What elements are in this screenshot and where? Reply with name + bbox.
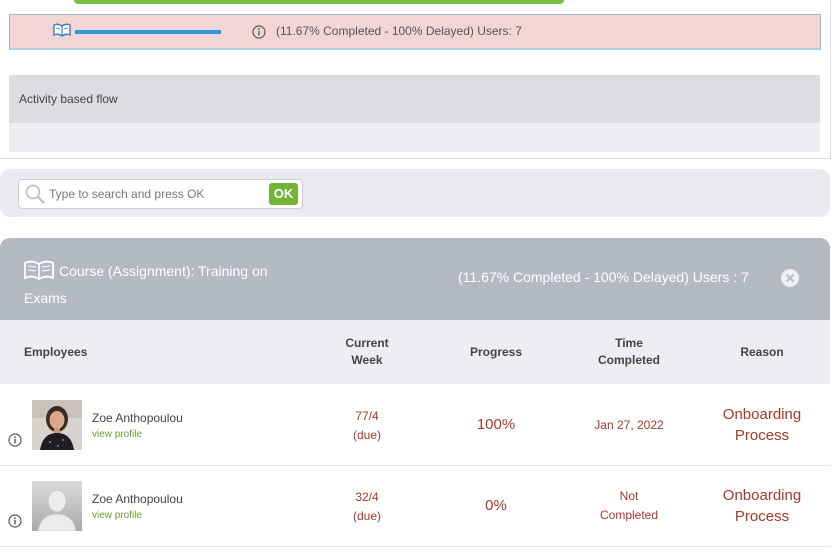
current-week-note: (due) xyxy=(352,509,381,523)
table-row: Zoe Anthopoulou view profile 32/4 (due) … xyxy=(0,466,830,547)
employee-name: Zoe Anthopoulou xyxy=(92,492,183,506)
info-icon[interactable] xyxy=(8,514,22,533)
table-row: Zoe Anthopoulou view profile 77/4 (due) … xyxy=(0,385,830,466)
view-profile-link[interactable]: view profile xyxy=(92,429,143,440)
header-current-week: Current Week xyxy=(327,335,407,369)
reason-line2: Process xyxy=(734,427,790,444)
header-time-completed-line2: Completed xyxy=(597,353,660,367)
info-icon[interactable] xyxy=(252,25,266,44)
current-week-value: 32/4 xyxy=(355,490,379,504)
flow-type-label: Activity based flow xyxy=(19,92,118,106)
current-week-value: 77/4 xyxy=(355,409,379,423)
info-icon[interactable] xyxy=(8,433,22,452)
course-title: Course (Assignment): Training on Exams xyxy=(24,263,268,306)
header-current-week-line2: Week xyxy=(351,353,383,367)
header-employees-label: Employees xyxy=(24,345,88,359)
header-current-week-line1: Current xyxy=(345,336,389,350)
header-progress: Progress xyxy=(456,344,536,361)
header-time-completed: Time Completed xyxy=(579,335,679,369)
course-status: (11.67% Completed - 100% Delayed) Users … xyxy=(458,269,749,285)
book-icon xyxy=(53,23,71,42)
search-icon xyxy=(24,183,46,210)
time-completed-cell: Jan 27, 2022 xyxy=(579,416,679,435)
progress-cell: 100% xyxy=(476,416,516,433)
close-icon[interactable] xyxy=(781,269,799,287)
header-reason: Reason xyxy=(712,344,812,361)
reason-line1: Onboarding xyxy=(722,487,802,504)
header-reason-label: Reason xyxy=(740,345,784,359)
book-icon xyxy=(24,259,54,286)
view-profile-link[interactable]: view profile xyxy=(92,510,143,521)
current-week-cell: 32/4 (due) xyxy=(327,488,407,526)
table-header: Employees Current Week Progress Time Com… xyxy=(0,320,830,384)
header-employees: Employees xyxy=(24,344,87,361)
progress-bar-fill xyxy=(75,30,221,34)
current-week-cell: 77/4 (due) xyxy=(327,407,407,445)
reason-line1: Onboarding xyxy=(722,406,802,423)
search-bar: OK xyxy=(0,169,830,217)
header-progress-label: Progress xyxy=(469,345,523,359)
avatar[interactable] xyxy=(32,400,82,450)
time-completed-line1: Jan 27, 2022 xyxy=(594,418,664,432)
course-summary-card: (11.67% Completed - 100% Delayed) Users:… xyxy=(0,0,831,159)
time-completed-line2: Completed xyxy=(599,508,659,522)
completion-strip xyxy=(74,0,564,4)
header-time-completed-line1: Time xyxy=(615,336,643,350)
search-input[interactable] xyxy=(49,185,259,203)
time-completed-cell: Not Completed xyxy=(579,487,679,525)
flow-type-box: Activity based flow xyxy=(9,75,820,123)
course-header: Course (Assignment): Training on Exams (… xyxy=(0,238,830,320)
reason-cell: Onboarding Process xyxy=(712,485,812,527)
search-ok-button[interactable]: OK xyxy=(269,183,298,205)
flow-type-footer xyxy=(9,123,820,152)
employee-name: Zoe Anthopoulou xyxy=(92,411,183,425)
avatar-placeholder-icon[interactable] xyxy=(32,481,82,531)
reason-cell: Onboarding Process xyxy=(712,404,812,446)
progress-cell: 0% xyxy=(485,497,507,514)
reason-line2: Process xyxy=(734,508,790,525)
delayed-status-row[interactable]: (11.67% Completed - 100% Delayed) Users:… xyxy=(9,14,821,50)
time-completed-line1: Not xyxy=(619,489,639,503)
current-week-note: (due) xyxy=(352,428,381,442)
search-box: OK xyxy=(18,179,303,209)
course-status-text: (11.67% Completed - 100% Delayed) Users:… xyxy=(276,24,522,38)
